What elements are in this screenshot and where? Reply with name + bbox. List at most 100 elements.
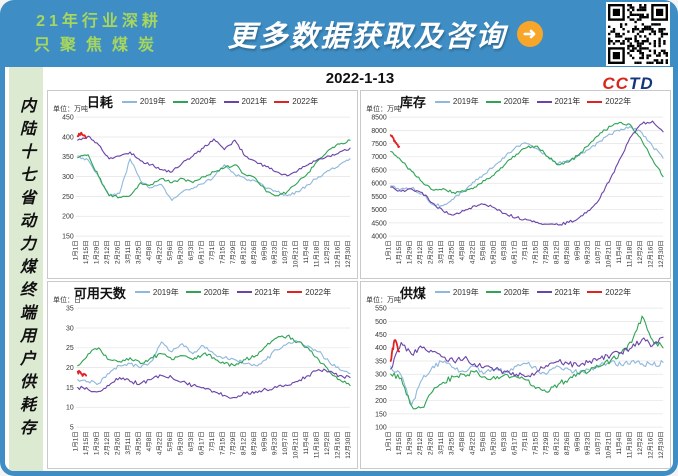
legend-swatch <box>536 100 552 103</box>
series-line-2019年 <box>77 339 351 385</box>
x-axis-tick-label: 9月9日 <box>573 240 581 260</box>
legend-label: 2021年 <box>554 287 581 297</box>
legend-label: 2020年 <box>503 97 530 106</box>
x-axis-tick-label: 10月7日 <box>594 431 602 455</box>
y-axis-tick-label: 100 <box>375 423 387 431</box>
x-axis-tick-label: 3月25日 <box>135 240 143 264</box>
chart-legend: 2019年 2020年 2021年 2022年 <box>121 96 319 107</box>
x-axis-tick-label: 12月16日 <box>647 240 655 267</box>
x-axis-tick-label: 12月2日 <box>636 240 644 264</box>
header-banner: 21年行业深耕 只聚焦煤炭 更多数据获取及咨询 ➜ <box>0 0 678 67</box>
x-axis-tick-label: 2月12日 <box>103 431 111 455</box>
tagline-line1: 21年行业深耕 <box>36 13 162 31</box>
series-line-2019年 <box>77 155 351 202</box>
x-axis-tick-label: 6月17日 <box>511 240 519 264</box>
x-axis-tick-label: 3月11日 <box>437 240 445 263</box>
x-axis-tick-label: 5月20日 <box>177 240 185 264</box>
y-axis-tick-label: 250 <box>375 383 387 391</box>
x-axis-tick-label: 2月12日 <box>416 240 424 264</box>
x-axis-tick-label: 6月17日 <box>511 431 519 455</box>
legend-item: 2019年 <box>121 96 166 107</box>
x-axis-tick-label: 11月18日 <box>626 240 634 267</box>
x-axis-tick-label: 6月17日 <box>198 431 206 455</box>
chart-unit-label: 单位：万吨 <box>366 296 401 304</box>
x-axis-tick-label: 1月1日 <box>72 431 80 451</box>
x-axis-tick-label: 8月12日 <box>552 240 560 264</box>
x-axis-tick-label: 5月20日 <box>490 240 498 264</box>
legend-label: 2021年 <box>554 97 581 106</box>
legend-label: 2022年 <box>292 97 319 106</box>
legend-swatch <box>434 100 450 103</box>
legend-label: 2019年 <box>452 287 479 297</box>
x-axis-tick-label: 7月1日 <box>521 240 529 260</box>
chart-header: 可用天数 2019年 2020年 2021年 2022年 <box>48 282 357 303</box>
legend-label: 2020年 <box>203 287 230 297</box>
x-axis-tick-label: 11月4日 <box>615 240 623 263</box>
chart-header: 日耗 2019年 2020年 2021年 2022年 <box>48 91 357 112</box>
chart-header: 供煤 2019年 2020年 2021年 2022年 <box>361 282 670 303</box>
legend-swatch <box>587 100 603 103</box>
series-line-2020年 <box>77 139 351 199</box>
y-axis-tick-label: 5000 <box>371 206 386 214</box>
y-axis-tick-label: 6500 <box>371 166 386 174</box>
legend-label: 2019年 <box>139 97 166 106</box>
x-axis-tick-label: 10月7日 <box>281 431 289 455</box>
legend-label: 2021年 <box>254 287 281 297</box>
y-axis-tick-label: 7500 <box>371 140 386 148</box>
y-axis-tick-label: 10 <box>66 403 74 411</box>
x-axis-tick-label: 9月9日 <box>573 431 581 451</box>
chart-header: 库存 2019年 2020年 2021年 2022年 <box>361 91 670 112</box>
series-line-2019年 <box>390 359 664 405</box>
x-axis-tick-label: 8月26日 <box>250 240 258 264</box>
tagline: 21年行业深耕 只聚焦煤炭 <box>34 10 164 56</box>
y-axis-tick-label: 8000 <box>371 127 386 135</box>
legend-item: 2021年 <box>536 96 581 107</box>
x-axis-tick-label: 7月1日 <box>208 240 216 260</box>
x-axis-tick-label: 1月29日 <box>93 240 101 264</box>
x-axis-tick-label: 11月18日 <box>313 431 321 458</box>
x-axis-tick-label: 10月7日 <box>281 240 289 264</box>
x-axis-tick-label: 2月26日 <box>114 431 122 455</box>
y-axis-tick-label: 350 <box>62 153 74 161</box>
chart-legend: 2019年 2020年 2021年 2022年 <box>434 287 631 298</box>
chart-panel-daily-consumption: 日耗 2019年 2020年 2021年 2022年 单位：万吨 150 200 250 300 3… <box>47 90 358 279</box>
y-axis-tick-label: 400 <box>375 344 387 352</box>
x-axis-tick-label: 8月26日 <box>250 431 258 455</box>
tagline-line2: 只聚焦煤炭 <box>34 36 165 54</box>
chart-panel-coal-supply: 供煤 2019年 2020年 2021年 2022年 单位：万吨 100 150 200 250 3… <box>360 280 671 469</box>
legend-label: 2021年 <box>241 97 268 106</box>
y-axis-tick-label: 150 <box>62 232 74 240</box>
content-area: CCTD CCTD CCTD 2022-1-13 CCTD 中国煤炭市场网 — … <box>5 67 673 471</box>
x-axis-tick-label: 2月26日 <box>427 431 435 455</box>
x-axis-tick-label: 11月18日 <box>313 240 321 267</box>
chart-panel-inventory: 库存 2019年 2020年 2021年 2022年 单位：万吨 4000 4500 5000 5… <box>360 90 671 279</box>
x-axis-tick-label: 12月2日 <box>323 431 331 455</box>
legend-swatch <box>134 291 150 293</box>
legend-label: 2020年 <box>503 287 530 297</box>
x-axis-tick-label: 2月26日 <box>114 240 122 264</box>
x-axis-tick-label: 3月11日 <box>124 431 132 454</box>
chart-unit-label: 单位：万吨 <box>366 106 401 113</box>
x-axis-tick-label: 12月2日 <box>323 240 331 264</box>
series-line-2020年 <box>77 334 351 386</box>
y-axis-tick-label: 4500 <box>371 219 386 227</box>
x-axis-tick-label: 7月15日 <box>218 240 226 264</box>
x-axis-tick-label: 1月29日 <box>93 431 101 455</box>
x-axis-tick-label: 11月4日 <box>302 240 310 263</box>
x-axis-tick-label: 6月3日 <box>500 431 508 451</box>
legend-item: 2020年 <box>172 96 217 107</box>
x-axis-tick-label: 1月1日 <box>385 431 393 451</box>
legend-item: 2022年 <box>587 96 631 107</box>
chart-title: 日耗 <box>86 95 113 110</box>
legend-item: 2021年 <box>223 96 268 107</box>
chart-plot: 150 200 250 300 350 400 450 1月1日 1月15日 1月29日 2月12日… <box>62 113 352 267</box>
x-axis-tick-label: 9月9日 <box>260 240 268 260</box>
x-axis-tick-label: 5月6日 <box>479 431 487 451</box>
legend-label: 2019年 <box>152 287 179 297</box>
y-axis-tick-label: 300 <box>375 370 387 378</box>
series-line-2021年 <box>390 336 664 377</box>
chart-legend: 2019年 2020年 2021年 2022年 <box>434 96 631 107</box>
legend-item: 2022年 <box>587 287 631 298</box>
x-axis-tick-label: 1月15日 <box>82 431 90 455</box>
report-date: 2022-1-13 <box>325 70 395 87</box>
